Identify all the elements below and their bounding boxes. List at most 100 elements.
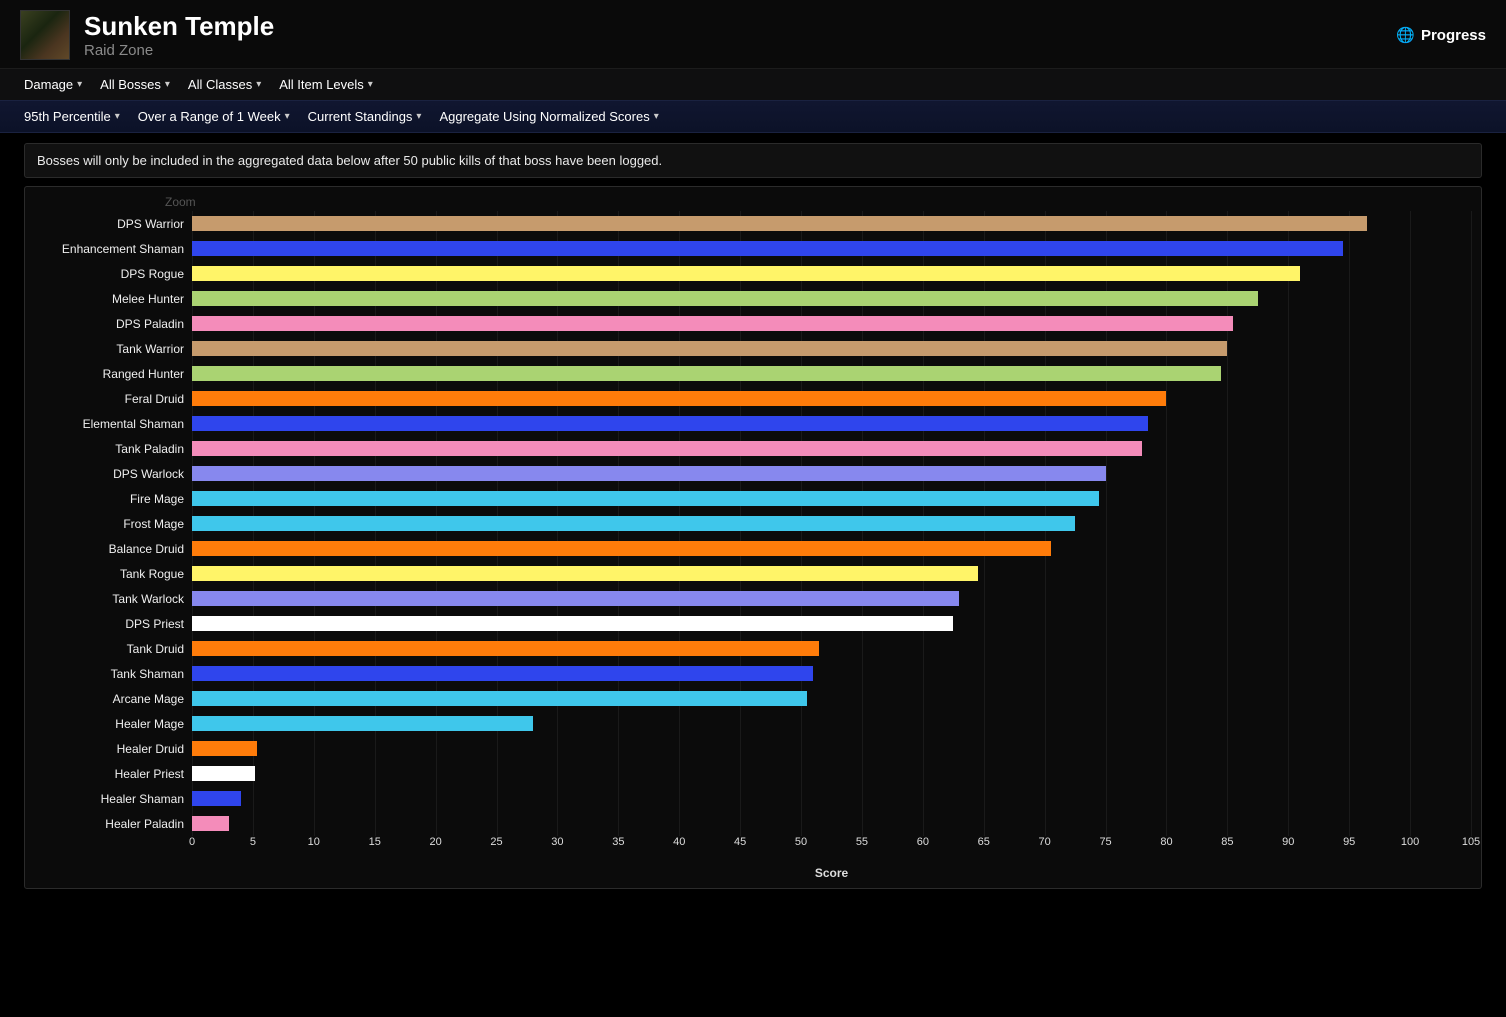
- chart-bar-row[interactable]: Tank Warrior: [35, 336, 1471, 361]
- bar-fill: [192, 541, 1051, 556]
- bar-track: [192, 791, 1471, 806]
- filter-label: All Classes: [188, 77, 252, 92]
- bar-label: Healer Druid: [35, 742, 192, 756]
- filter-primary-item[interactable]: Damage▾: [24, 77, 82, 92]
- filter-secondary-item[interactable]: 95th Percentile ▾: [24, 109, 120, 124]
- filter-primary-item[interactable]: All Classes▾: [188, 77, 261, 92]
- bar-track: [192, 441, 1471, 456]
- bar-label: Frost Mage: [35, 517, 192, 531]
- bar-track: [192, 716, 1471, 731]
- chart-bar-row[interactable]: DPS Warrior: [35, 211, 1471, 236]
- chart-bar-row[interactable]: DPS Warlock: [35, 461, 1471, 486]
- bar-track: [192, 466, 1471, 481]
- bar-label: Healer Mage: [35, 717, 192, 731]
- x-axis-tick: 55: [856, 836, 868, 848]
- bar-fill: [192, 441, 1142, 456]
- bar-track: [192, 691, 1471, 706]
- chart-bar-row[interactable]: Tank Shaman: [35, 661, 1471, 686]
- filter-label: Current Standings: [308, 109, 413, 124]
- chart-bar-row[interactable]: Feral Druid: [35, 386, 1471, 411]
- bar-fill: [192, 691, 807, 706]
- chart-bar-row[interactable]: Balance Druid: [35, 536, 1471, 561]
- bar-track: [192, 541, 1471, 556]
- bar-fill: [192, 666, 813, 681]
- filter-label: All Item Levels: [279, 77, 364, 92]
- chart-bars: DPS WarriorEnhancement ShamanDPS Rogue Me…: [35, 211, 1471, 836]
- chart-bar-row[interactable]: Ranged Hunter: [35, 361, 1471, 386]
- chevron-down-icon: ▾: [368, 79, 373, 90]
- chart-bar-row[interactable]: DPS Rogue: [35, 261, 1471, 286]
- chart-bar-row[interactable]: Healer Druid: [35, 736, 1471, 761]
- chart-bar-row[interactable]: DPS Priest: [35, 611, 1471, 636]
- chart-bar-row[interactable]: Enhancement Shaman: [35, 236, 1471, 261]
- bar-track: [192, 491, 1471, 506]
- bar-label: Ranged Hunter: [35, 367, 192, 381]
- bar-fill: [192, 266, 1300, 281]
- chevron-down-icon: ▾: [654, 111, 659, 122]
- x-axis-tick: 80: [1160, 836, 1172, 848]
- bar-track: [192, 666, 1471, 681]
- bar-label: Arcane Mage: [35, 692, 192, 706]
- bar-fill: [192, 366, 1221, 381]
- x-axis-tick: 75: [1099, 836, 1111, 848]
- bar-fill: [192, 391, 1166, 406]
- chart-bar-row[interactable]: Tank Druid: [35, 636, 1471, 661]
- chart-bar-row[interactable]: Melee Hunter: [35, 286, 1471, 311]
- x-axis-tick: 40: [673, 836, 685, 848]
- filter-secondary-item[interactable]: Aggregate Using Normalized Scores ▾: [439, 109, 658, 124]
- x-axis-tick: 50: [795, 836, 807, 848]
- notice-banner: Bosses will only be included in the aggr…: [24, 143, 1482, 178]
- chevron-down-icon: ▾: [115, 111, 120, 122]
- x-axis-tick: 95: [1343, 836, 1355, 848]
- bar-track: [192, 341, 1471, 356]
- bar-track: [192, 291, 1471, 306]
- bar-fill: [192, 341, 1227, 356]
- filter-label: Damage: [24, 77, 73, 92]
- bar-label: Tank Warlock: [35, 592, 192, 606]
- filter-label: 95th Percentile: [24, 109, 111, 124]
- chart-bar-row[interactable]: Tank Paladin: [35, 436, 1471, 461]
- bar-track: [192, 516, 1471, 531]
- chart-bar-row[interactable]: Tank Warlock: [35, 586, 1471, 611]
- bar-track: [192, 591, 1471, 606]
- bar-label: Balance Druid: [35, 542, 192, 556]
- x-axis-tick: 10: [308, 836, 320, 848]
- chart-bar-row[interactable]: Healer Paladin: [35, 811, 1471, 836]
- page-header: Sunken Temple Raid Zone 🌐 Progress: [0, 0, 1506, 68]
- bar-label: DPS Paladin: [35, 317, 192, 331]
- chart-bar-row[interactable]: Healer Mage: [35, 711, 1471, 736]
- chart-bar-row[interactable]: Elemental Shaman: [35, 411, 1471, 436]
- filter-primary-item[interactable]: All Item Levels ▾: [279, 77, 373, 92]
- bar-track: [192, 641, 1471, 656]
- chart-x-axis: 0510152025303540455055606570758085909510…: [192, 836, 1471, 864]
- filter-label: Aggregate Using Normalized Scores: [439, 109, 649, 124]
- chart-bar-row[interactable]: Fire Mage: [35, 486, 1471, 511]
- chart-bar-row[interactable]: Frost Mage: [35, 511, 1471, 536]
- x-axis-tick: 25: [490, 836, 502, 848]
- bar-label: Healer Shaman: [35, 792, 192, 806]
- filter-primary-item[interactable]: All Bosses▾: [100, 77, 170, 92]
- bar-track: [192, 266, 1471, 281]
- x-axis-tick: 85: [1221, 836, 1233, 848]
- chart-bar-row[interactable]: Healer Priest: [35, 761, 1471, 786]
- filter-bar-primary: Damage▾All Bosses▾All Classes▾All Item L…: [0, 68, 1506, 100]
- filter-secondary-item[interactable]: Over a Range of 1 Week▾: [138, 109, 290, 124]
- bar-fill: [192, 616, 953, 631]
- header-left: Sunken Temple Raid Zone: [20, 10, 274, 60]
- bar-label: Melee Hunter: [35, 292, 192, 306]
- chart-bar-row[interactable]: Healer Shaman: [35, 786, 1471, 811]
- bar-label: Tank Druid: [35, 642, 192, 656]
- chart-bar-row[interactable]: Arcane Mage: [35, 686, 1471, 711]
- x-axis-tick: 100: [1401, 836, 1419, 848]
- filter-secondary-item[interactable]: Current Standings▾: [308, 109, 422, 124]
- bar-track: [192, 391, 1471, 406]
- bar-fill: [192, 741, 257, 756]
- chart-bar-row[interactable]: DPS Paladin: [35, 311, 1471, 336]
- bar-fill: [192, 591, 959, 606]
- x-axis-tick: 105: [1462, 836, 1480, 848]
- progress-link[interactable]: 🌐 Progress: [1396, 26, 1486, 44]
- bar-fill: [192, 716, 533, 731]
- chart-bar-row[interactable]: Tank Rogue: [35, 561, 1471, 586]
- bar-label: Feral Druid: [35, 392, 192, 406]
- filter-label: All Bosses: [100, 77, 161, 92]
